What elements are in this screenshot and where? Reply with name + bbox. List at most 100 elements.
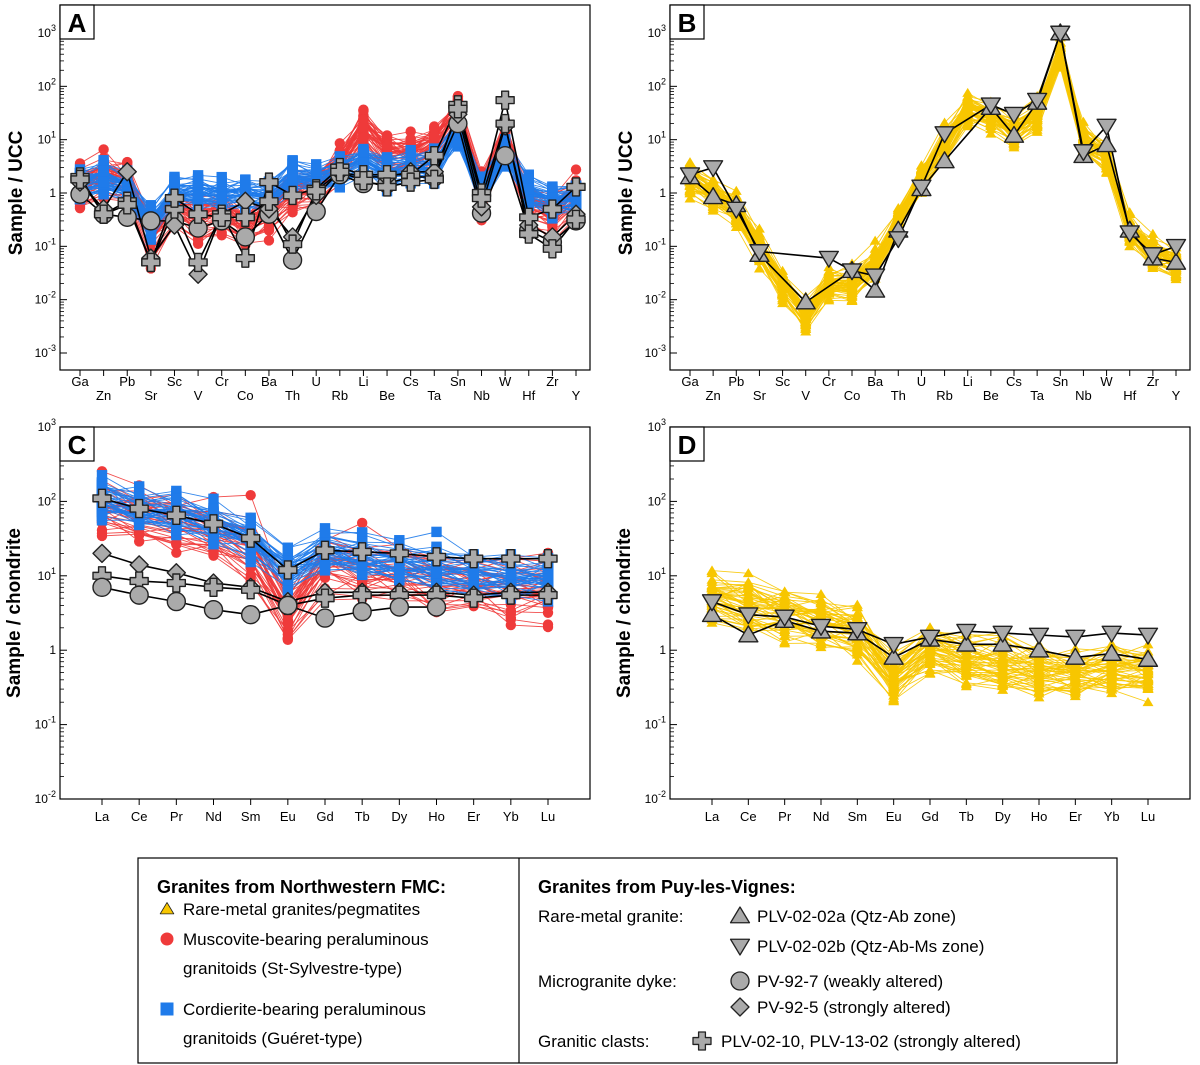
y-tick-label: 1 [49, 186, 56, 200]
y-tick-label: 103 [38, 417, 56, 434]
series-point [240, 580, 261, 600]
series-point [92, 543, 112, 564]
sample-point-muscovite [358, 104, 369, 115]
series-line [79, 111, 577, 277]
series-point [679, 167, 701, 185]
series-point [400, 172, 421, 192]
sample-point-rare_metal [869, 251, 881, 261]
y-tick-exp: -3 [658, 343, 666, 353]
series-point [203, 577, 224, 598]
sample-point-cordierite [169, 175, 180, 187]
series-point [166, 505, 187, 526]
sample-point-cordierite [319, 561, 331, 572]
x-tick-label: Y [572, 388, 581, 403]
y-tick-base: 10 [645, 239, 659, 253]
x-tick-label: W [499, 374, 512, 389]
y-tick-base: 10 [38, 26, 52, 40]
series-point [501, 585, 521, 605]
series-point [259, 191, 279, 211]
sample-line-rare_metal [689, 53, 1177, 316]
sample-point-cordierite [240, 179, 251, 191]
x-tick-label: Co [237, 388, 254, 403]
sample-point-muscovite [98, 144, 109, 155]
x-tick-label: Be [983, 388, 999, 403]
y-tick-base: 10 [645, 293, 659, 307]
sample-point-cordierite [98, 189, 109, 200]
series-point [377, 177, 397, 197]
sample-line-cordierite [79, 123, 577, 223]
panel-label-box [59, 4, 95, 40]
series-point [471, 188, 492, 208]
x-tick-label: Sn [1052, 374, 1068, 389]
series-point [92, 577, 112, 598]
sample-point-cordierite [98, 176, 109, 188]
series-point [702, 187, 724, 205]
x-tick-label: Dy [391, 809, 407, 824]
y-tick-exp: -1 [658, 236, 666, 246]
series-point [864, 268, 886, 286]
series-point [141, 211, 161, 231]
sample-point-muscovite [287, 207, 298, 218]
y-tick-base: 10 [645, 718, 659, 732]
sample-line-rare_metal [689, 58, 1177, 317]
x-tick-label: Cs [403, 374, 419, 389]
x-tick-label: Sr [753, 388, 767, 403]
x-tick-label: Nd [205, 809, 222, 824]
sample-point-rare_metal [985, 116, 997, 126]
series-point [888, 231, 909, 249]
y-tick-exp: 2 [51, 491, 56, 501]
y-tick-exp: 3 [661, 417, 666, 427]
x-tick-label: Eu [280, 809, 296, 824]
x-tick-label: Co [844, 388, 861, 403]
series-point [1142, 247, 1164, 265]
sample-point-rare_metal [753, 223, 765, 233]
series-point [702, 160, 724, 178]
sample-line-rare_metal [689, 63, 1177, 330]
y-tick-base: 10 [648, 569, 662, 583]
series-point [129, 498, 149, 519]
sample-point-rare_metal [753, 236, 765, 246]
y-tick-exp: -1 [658, 715, 666, 725]
series-point [306, 181, 326, 201]
sample-line-rare_metal [689, 61, 1177, 314]
sample-point-cordierite [208, 493, 219, 505]
sample-point-rare_metal [707, 177, 719, 187]
sample-point-cordierite [287, 170, 298, 181]
sample-point-rare_metal [823, 266, 835, 276]
y-tick-exp: 1 [51, 130, 56, 140]
sample-line-rare_metal [689, 51, 1177, 307]
sample-point-cordierite [216, 191, 227, 202]
series-point [1026, 92, 1048, 110]
series-point [726, 201, 747, 219]
series-point [495, 146, 515, 166]
sample-line-rare_metal [689, 56, 1177, 320]
series-point [795, 292, 816, 310]
sample-line-rare_metal [689, 56, 1177, 320]
sample-point-rare_metal [753, 263, 765, 273]
sample-line-rare_metal [689, 44, 1177, 323]
series-point [235, 207, 256, 228]
series-point [463, 548, 484, 569]
series-point [566, 177, 586, 197]
sample-point-cordierite [216, 171, 227, 183]
sample-point-rare_metal [800, 323, 812, 333]
sample-line-rare_metal [689, 51, 1177, 317]
x-tick-label: Ba [867, 374, 884, 389]
sample-line-rare_metal [689, 61, 1177, 323]
sample-point-muscovite [96, 530, 108, 542]
sample-point-rare_metal [1147, 228, 1159, 238]
series-point [448, 99, 468, 119]
y-axis-label: Sample / UCC [6, 130, 27, 255]
series-point [841, 263, 863, 281]
sample-point-muscovite [505, 614, 517, 625]
y-tick-base: 10 [38, 420, 52, 434]
series-point [1050, 25, 1071, 43]
sample-point-rare_metal [707, 182, 719, 192]
sample-point-rare_metal [962, 92, 974, 102]
y-tick-label: 102 [38, 76, 56, 93]
sample-point-cordierite [394, 573, 405, 584]
x-tick-label: Sc [167, 374, 183, 389]
sample-line-rare_metal [689, 46, 1177, 317]
sample-line-rare_metal [689, 61, 1177, 330]
